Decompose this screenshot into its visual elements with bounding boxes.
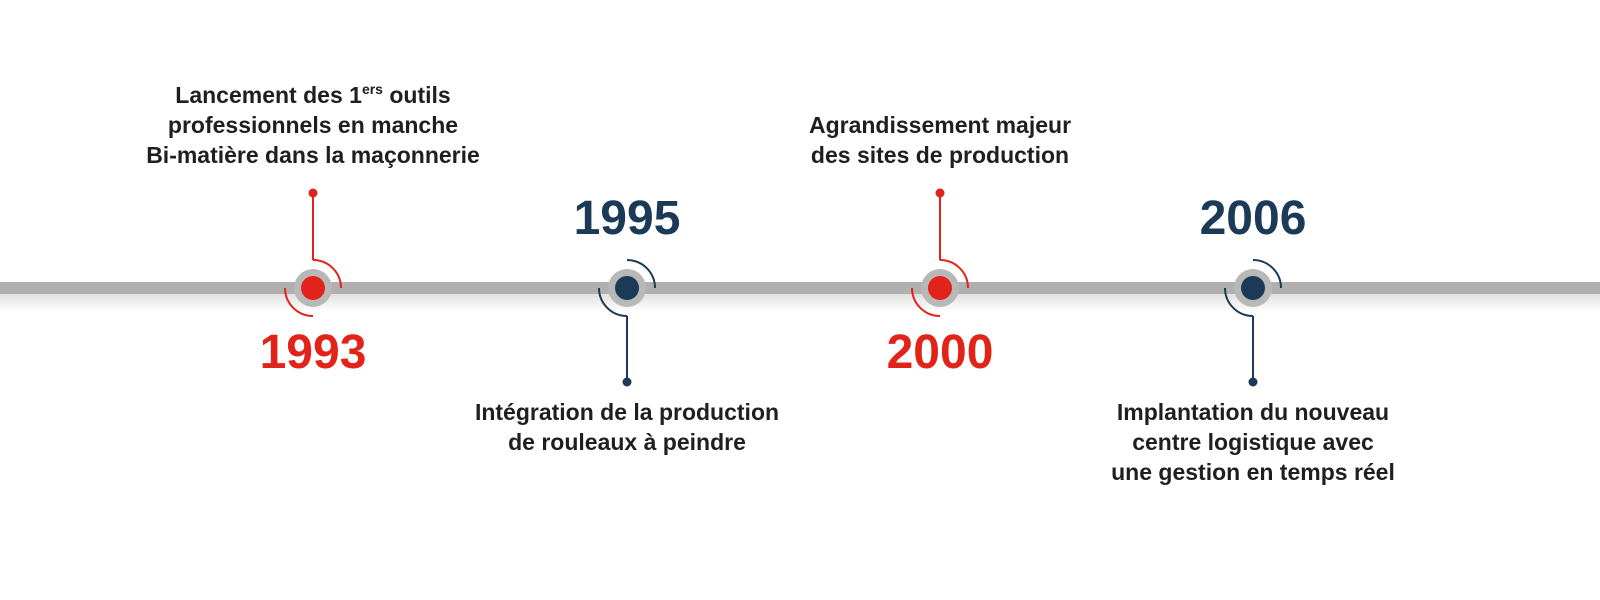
arc xyxy=(911,287,941,317)
arc xyxy=(598,287,628,317)
node xyxy=(1241,276,1265,300)
arc xyxy=(939,259,969,289)
event: 1995 Intégration de la production de roule… xyxy=(475,192,779,455)
node xyxy=(928,276,952,300)
arc xyxy=(312,259,342,289)
description-line: professionnels en manche xyxy=(168,112,458,138)
description-line: Implantation du nouveau xyxy=(1117,399,1389,425)
year: 2006 xyxy=(1200,192,1307,245)
connector-dot xyxy=(935,188,945,198)
description-line: centre logistique avec xyxy=(1132,429,1374,455)
description-line: des sites de production xyxy=(811,142,1069,168)
connector-dot xyxy=(1248,377,1258,387)
connector-dot xyxy=(308,188,318,198)
superscript: ers xyxy=(362,81,383,97)
description-line: Lancement des 1ers outils xyxy=(175,81,450,108)
arc xyxy=(626,259,656,289)
year: 1993 xyxy=(260,326,367,379)
arc xyxy=(284,287,314,317)
description-text: Lancement des 1 xyxy=(175,82,362,108)
description-line: une gestion en temps réel xyxy=(1111,459,1395,485)
node xyxy=(301,276,325,300)
arc xyxy=(1252,259,1282,289)
description-line: de rouleaux à peindre xyxy=(508,429,746,455)
node xyxy=(615,276,639,300)
arc xyxy=(1224,287,1254,317)
year: 1995 xyxy=(574,192,681,245)
description-line: Agrandissement majeur xyxy=(809,112,1071,138)
year: 2000 xyxy=(887,326,994,379)
description-line: Intégration de la production xyxy=(475,399,779,425)
event: 1993 Lancement des 1ers outils professionn… xyxy=(146,81,480,379)
description-text: outils xyxy=(383,82,451,108)
event: 2006 Implantation du nouveau centre logist… xyxy=(1111,192,1395,485)
connector-dot xyxy=(622,377,632,387)
bar-shadow xyxy=(0,294,1600,312)
description-line: Bi-matière dans la maçonnerie xyxy=(146,142,480,168)
timeline-bar xyxy=(0,282,1600,294)
event: 2000 Agrandissement majeur des sites de pr… xyxy=(809,112,1071,379)
